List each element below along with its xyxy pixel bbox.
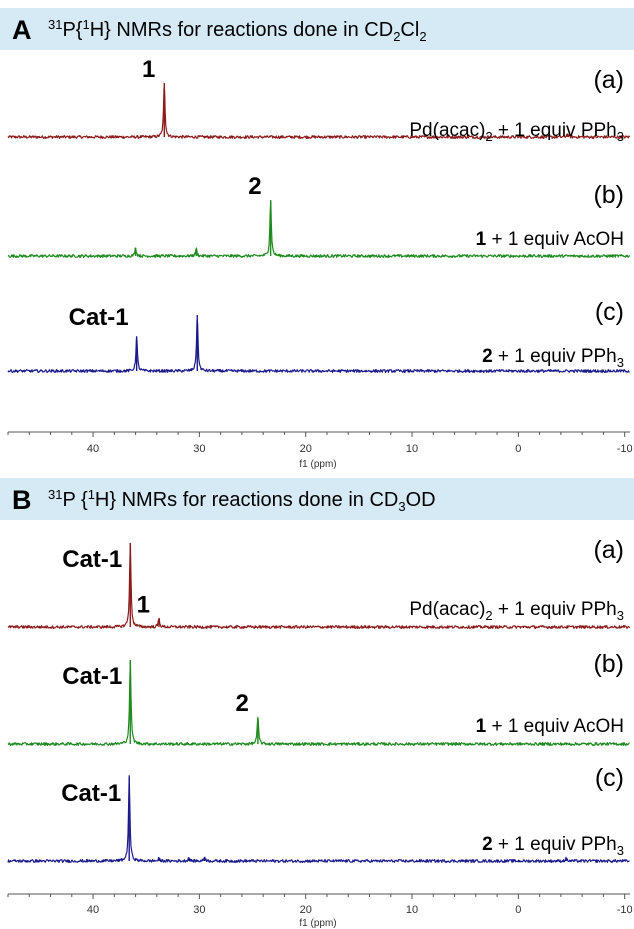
tick-label: 20 — [300, 443, 312, 455]
text-part: P{ — [62, 19, 82, 41]
trace-tag: (c) — [595, 298, 624, 326]
text-part: + 1 equiv PPh — [493, 120, 617, 141]
tick-label: 20 — [300, 904, 312, 916]
peak-label: 2 — [248, 173, 261, 200]
text-part: 3 — [617, 843, 624, 858]
tick-label: 40 — [87, 443, 99, 455]
panel-banner — [0, 478, 634, 520]
x-axis: 40 30 20 10 0 -10 f1 (ppm) — [7, 893, 633, 929]
text-part: 1 — [476, 716, 487, 737]
text-part: H} NMRs for reactions done in CD — [95, 489, 398, 511]
peak-label: 1 — [142, 56, 155, 83]
spectrum-trace: Cat-1 2 (b) 1 + 1 equiv AcOH — [7, 650, 630, 746]
trace-tag: (b) — [593, 181, 624, 209]
text-part: + 1 equiv AcOH — [486, 716, 624, 737]
spectrum-line — [7, 87, 631, 139]
trace-tag: (a) — [593, 66, 624, 94]
text-part: 3 — [617, 355, 624, 370]
text-part: Cl — [400, 19, 419, 41]
peak-label: 2 — [236, 690, 249, 717]
text-part: Pd(acac) — [409, 599, 485, 620]
tick-label: 30 — [193, 443, 205, 455]
x-axis-label: f1 (ppm) — [299, 459, 336, 470]
trace-description: 1 + 1 equiv AcOH — [476, 229, 624, 250]
trace-tag: (b) — [593, 650, 624, 678]
tick-label: 40 — [87, 904, 99, 916]
trace-tag: (a) — [593, 536, 624, 564]
nmr-panel-b: B 31P {1H} NMRs for reactions done in CD3… — [0, 478, 634, 929]
panel-letter: A — [12, 15, 32, 45]
panel-title: 31P{1H} NMRs for reactions done in CD2Cl… — [48, 17, 427, 44]
spectrum-line — [7, 201, 631, 258]
text-part: 2 — [393, 29, 400, 44]
tick-label: 0 — [515, 904, 521, 916]
panel-banner — [0, 8, 634, 50]
trace-description: 2 + 1 equiv PPh3 — [482, 346, 624, 370]
text-part: 31 — [48, 487, 62, 502]
text-part: 1 — [88, 487, 95, 502]
tick-label: 10 — [406, 904, 418, 916]
peak-label: Cat-1 — [62, 663, 122, 690]
tick-label: 30 — [193, 904, 205, 916]
spectrum-trace: Cat-1 1 (a) Pd(acac)2 + 1 equiv PPh3 — [7, 536, 631, 629]
text-part: Pd(acac) — [409, 120, 485, 141]
text-part: 3 — [398, 499, 405, 514]
panel-letter: B — [12, 485, 32, 515]
peak-label: Cat-1 — [61, 780, 121, 807]
spectrum-trace: Cat-1 (c) 2 + 1 equiv PPh3 — [7, 298, 630, 373]
spectrum-line — [7, 775, 630, 863]
text-part: 1 — [476, 229, 487, 250]
text-part: 2 — [485, 608, 492, 623]
tick-label: 0 — [515, 443, 521, 455]
spectrum-line — [7, 319, 630, 373]
text-part: 2 — [482, 346, 493, 367]
trace-description: 2 + 1 equiv PPh3 — [482, 834, 624, 858]
text-part: 2 — [482, 834, 493, 855]
tick-label: 10 — [406, 443, 418, 455]
panel-title: 31P {1H} NMRs for reactions done in CD3O… — [48, 487, 436, 514]
nmr-panel-a: A 31P{1H} NMRs for reactions done in CD2C… — [0, 8, 634, 470]
tick-label: -10 — [617, 904, 633, 916]
peak-label: 1 — [137, 592, 150, 619]
peak-label: Cat-1 — [62, 546, 122, 573]
text-part: 3 — [617, 129, 624, 144]
text-part: OD — [406, 489, 436, 511]
text-part: + 1 equiv PPh — [493, 834, 617, 855]
spectrum-trace: 2 (b) 1 + 1 equiv AcOH — [7, 173, 631, 258]
spectrum-trace: 1 (a) Pd(acac)2 + 1 equiv PPh3 — [7, 56, 631, 144]
trace-description: Pd(acac)2 + 1 equiv PPh3 — [409, 599, 624, 623]
spectrum-trace: Cat-1 (c) 2 + 1 equiv PPh3 — [7, 764, 630, 863]
x-axis-label: f1 (ppm) — [299, 918, 336, 929]
text-part: 2 — [419, 29, 426, 44]
text-part: H} NMRs for reactions done in CD — [90, 19, 393, 41]
text-part: 31 — [48, 17, 62, 32]
text-part: + 1 equiv AcOH — [486, 229, 624, 250]
text-part: + 1 equiv PPh — [493, 599, 617, 620]
text-part: 1 — [83, 17, 90, 32]
text-part: 2 — [485, 129, 492, 144]
tick-label: -10 — [617, 443, 633, 455]
trace-tag: (c) — [595, 764, 624, 792]
x-axis: 40 30 20 10 0 -10 f1 (ppm) — [7, 431, 633, 470]
peak-label: Cat-1 — [69, 304, 129, 331]
spectrum-line — [7, 660, 630, 746]
text-part: + 1 equiv PPh — [493, 346, 617, 367]
spectrum-line — [7, 543, 631, 629]
trace-description: 1 + 1 equiv AcOH — [476, 716, 624, 737]
text-part: P { — [62, 489, 88, 511]
text-part: 3 — [617, 608, 624, 623]
trace-description: Pd(acac)2 + 1 equiv PPh3 — [409, 120, 624, 144]
